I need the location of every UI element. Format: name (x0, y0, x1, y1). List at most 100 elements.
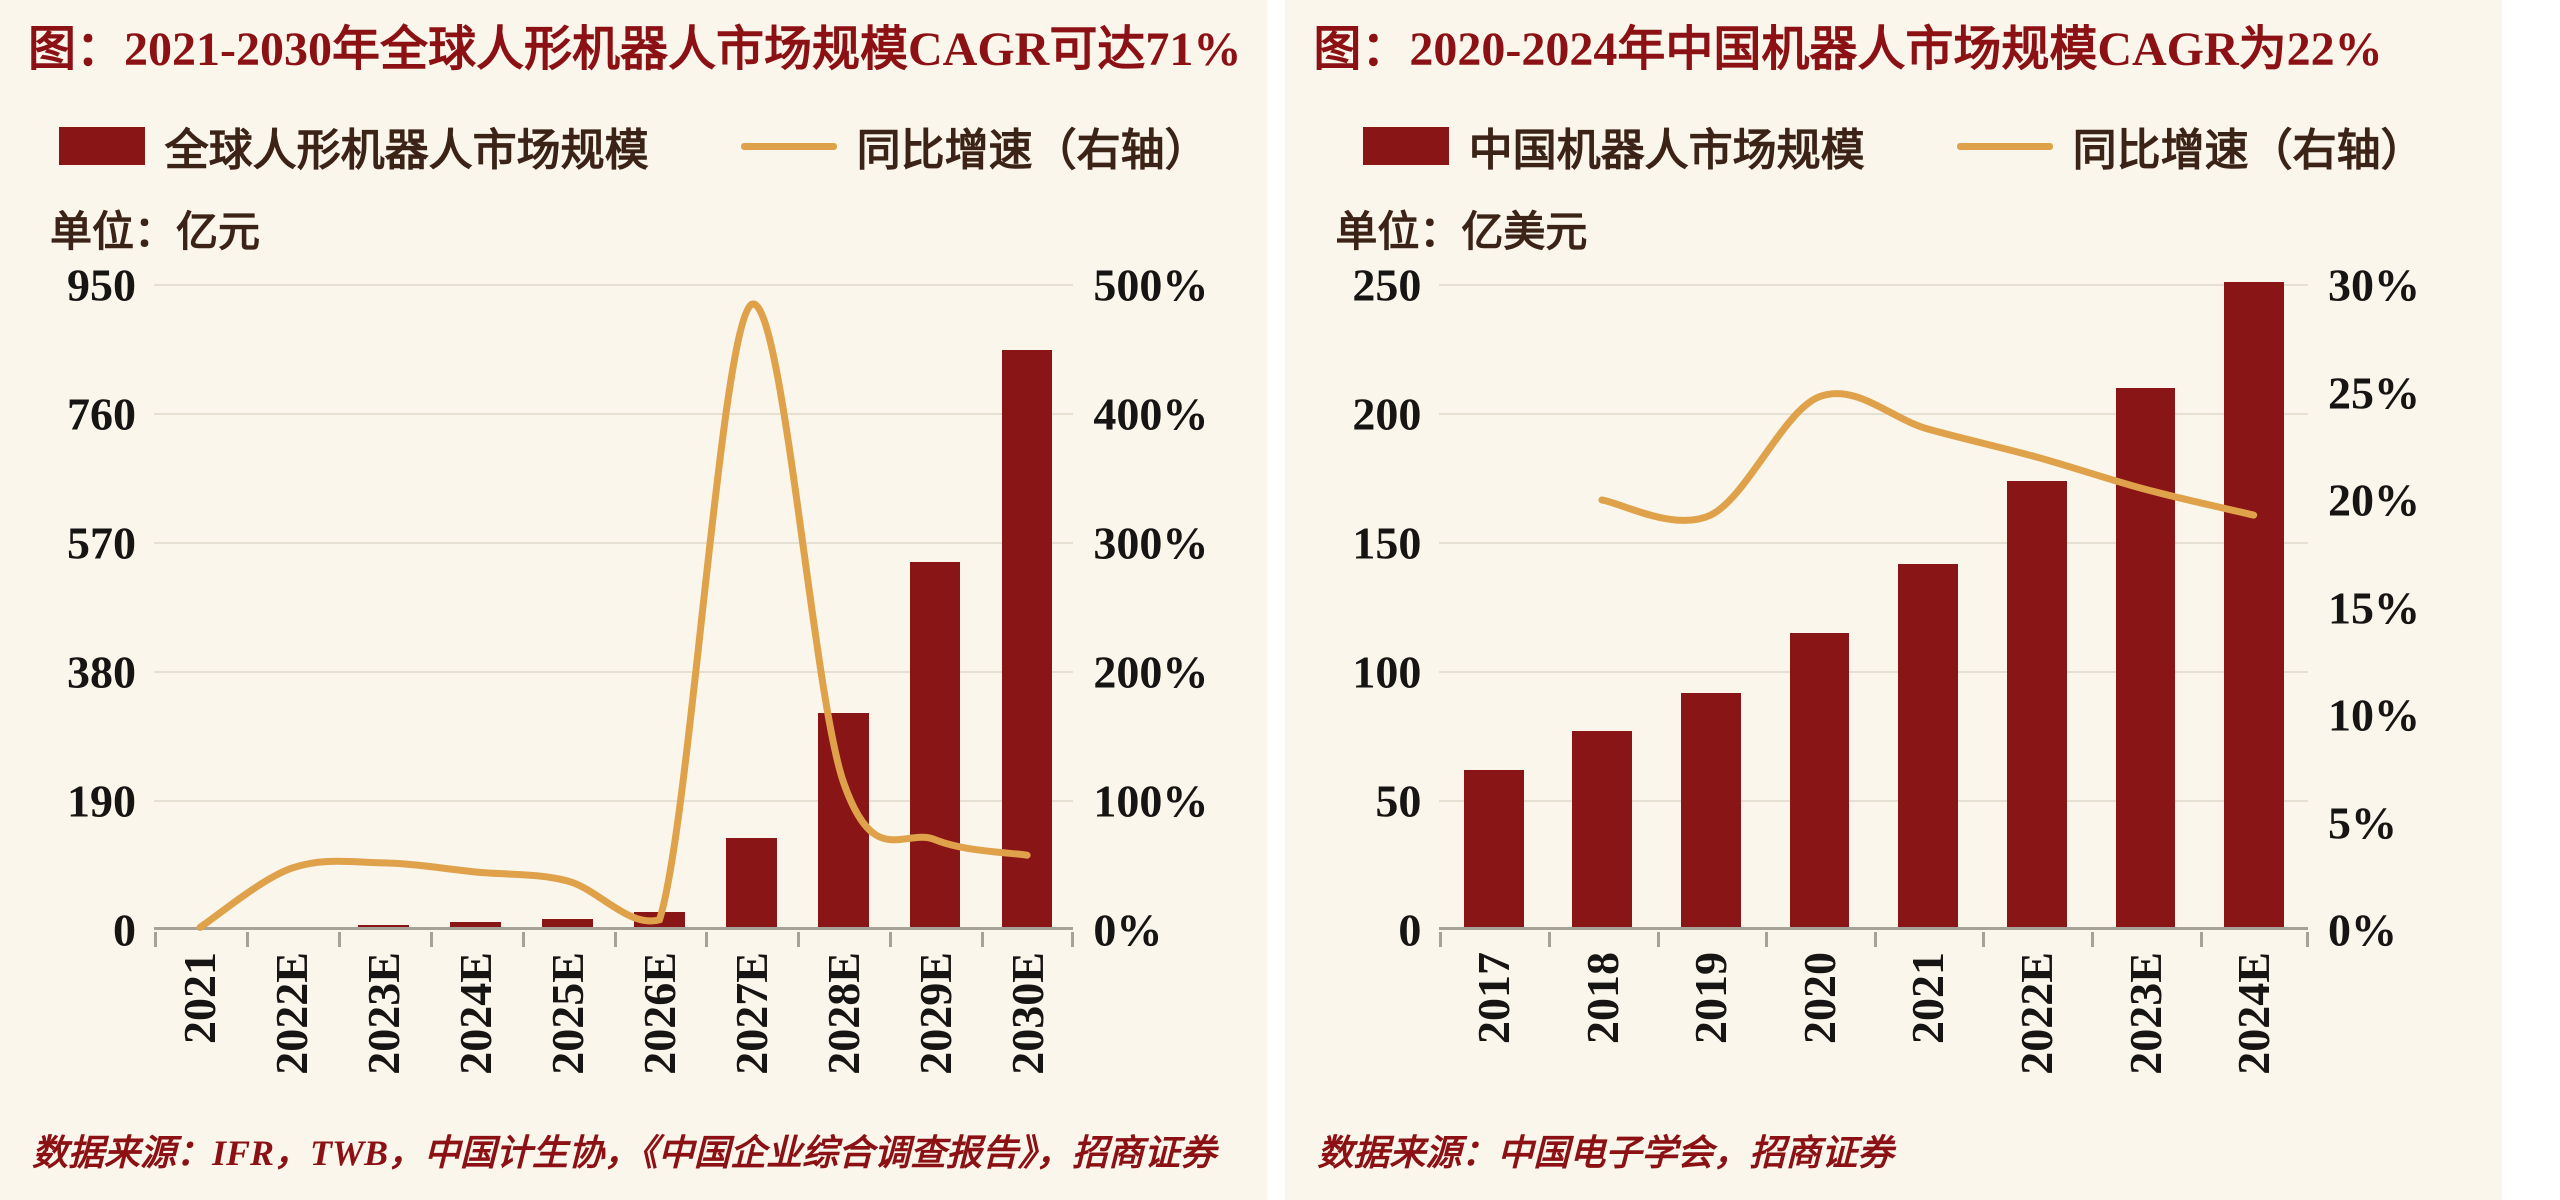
x-axis-label-cell: 2021 (1874, 936, 1983, 1124)
left-axis-tick: 950 (67, 259, 136, 311)
gridline (1439, 800, 2308, 802)
right-axis-tick: 500% (1093, 259, 1209, 311)
x-axis-tick-mark (1071, 932, 1074, 947)
x-axis-labels-row: 2017 2018 2019 2020 2021 2022E 2023E 2024E (1311, 936, 2476, 1124)
left-y-axis: 0 190 380 570 760 950 (26, 260, 154, 956)
x-axis-spacer-left (26, 936, 154, 1124)
bar-2024E (2224, 282, 2284, 930)
x-axis-label-cell: 2030E (981, 936, 1073, 1124)
left-axis-tick: 100 (1352, 646, 1422, 698)
x-axis-tick-mark (1547, 932, 1551, 947)
chart-panel-global-humanoid: 图：2021-2030年全球人形机器人市场规模CAGR可达71% 全球人形机器人… (0, 0, 1268, 1200)
x-axis-track: 2017 2018 2019 2020 2021 2022E 2023E 2024E (1439, 936, 2308, 1124)
x-axis-spacer-left (1311, 936, 1439, 1124)
x-axis-label: 2017 (1468, 952, 1520, 1044)
x-axis-tick-mark (1439, 932, 1443, 947)
unit-label: 单位：亿元 (50, 210, 261, 256)
x-axis-label-cell: 2017 (1439, 936, 1548, 1124)
right-axis-tick: 15% (2328, 582, 2420, 633)
source-note: 数据来源：IFR，TWB，中国计生协，《中国企业综合调查报告》，招商证券 (32, 1133, 1217, 1173)
line-series-swatch-icon (1956, 142, 2053, 150)
legend-item-bar-series: 全球人形机器人市场规模 (58, 114, 649, 178)
bar-2020 (1789, 633, 1850, 930)
unit-label: 单位：亿美元 (1335, 210, 1588, 256)
x-axis-tick-mark (1656, 932, 1660, 947)
x-axis-label-cell: 2022E (246, 936, 338, 1124)
bar-series-swatch-icon (1362, 127, 1449, 165)
x-axis-label-cell: 2026E (614, 936, 706, 1124)
x-axis-label: 2018 (1576, 952, 1628, 1044)
legend: 全球人形机器人市场规模 同比增速（右轴） (26, 114, 1241, 178)
x-axis-label: 2021 (1902, 952, 1954, 1044)
x-axis-spacer-right (1073, 936, 1241, 1124)
x-axis-label-cell: 2022E (1982, 936, 2091, 1124)
gridline (154, 284, 1074, 286)
left-axis-tick: 200 (1352, 388, 1422, 440)
x-axis-tick-mark (889, 932, 893, 947)
legend-label-bar-series: 中国机器人市场规模 (1468, 126, 1865, 175)
x-axis-tick-mark (2306, 932, 2310, 947)
gridline (154, 671, 1074, 673)
x-axis-tick-mark (429, 932, 433, 947)
right-axis-tick: 30% (2328, 259, 2420, 311)
bar-2025E (542, 919, 593, 930)
x-axis-label-cell: 2023E (338, 936, 430, 1124)
x-axis-label: 2028E (818, 952, 870, 1075)
right-axis-tick: 400% (1093, 388, 1209, 440)
x-axis-label: 2024E (2228, 952, 2280, 1075)
legend: 中国机器人市场规模 同比增速（右轴） (1311, 114, 2476, 178)
x-axis-label: 2024E (450, 952, 502, 1075)
growth-line-path (196, 300, 1031, 931)
chart-title: 图：2020-2024年中国机器人市场规模CAGR为22% (1313, 23, 2383, 76)
x-axis-label-cell: 2025E (522, 936, 614, 1124)
growth-line (196, 300, 1031, 931)
source-note: 数据来源：中国电子学会，招商证券 (1317, 1133, 1894, 1173)
right-axis-tick: 10% (2328, 689, 2420, 741)
right-axis-tick: 300% (1093, 517, 1209, 569)
x-axis-tick-mark (981, 932, 985, 947)
x-axis-label: 2026E (634, 952, 686, 1075)
x-axis-label-cell: 2024E (2199, 936, 2308, 1124)
x-axis-baseline (1439, 927, 2308, 930)
growth-line (1598, 390, 2258, 524)
x-axis-tick-mark (2091, 932, 2095, 947)
x-axis-tick-mark (521, 932, 525, 947)
bar-2023E (2115, 388, 2176, 930)
x-axis-label-cell: 2027E (706, 936, 798, 1124)
bar-2027E (726, 838, 777, 930)
left-y-axis: 0 50 100 150 200 250 (1311, 260, 1439, 956)
left-axis-tick: 150 (1352, 517, 1422, 569)
left-axis-tick: 380 (67, 646, 136, 698)
gridline (1439, 284, 2308, 286)
x-axis-tick-mark (154, 932, 157, 947)
x-axis-label: 2022E (266, 952, 318, 1075)
x-axis-label: 2021 (174, 952, 226, 1044)
left-axis-tick: 570 (67, 517, 136, 569)
legend-item-line-series: 同比增速（右轴） (1956, 114, 2425, 178)
x-axis-label-cell: 2020 (1765, 936, 1874, 1124)
x-axis-tick-mark (337, 932, 341, 947)
plot-area (154, 284, 1074, 947)
right-axis-tick: 5% (2328, 797, 2397, 848)
x-axis-label: 2023E (358, 952, 410, 1075)
right-axis-tick: 0% (2328, 904, 2397, 956)
x-axis-track: 2021 2022E 2023E 2024E 2025E 2026E 2027E 2028E 2… (154, 936, 1073, 1124)
x-axis-baseline (154, 927, 1074, 930)
x-axis-labels-row: 2021 2022E 2023E 2024E 2025E 2026E 2027E 2028E 2… (26, 936, 1241, 1124)
x-axis-tick-mark (245, 932, 249, 947)
gridline (154, 800, 1074, 802)
chart-panel-china-robot: 图：2020-2024年中国机器人市场规模CAGR为22% 中国机器人市场规模 … (1285, 0, 2502, 1200)
bar-2029E (909, 562, 961, 930)
x-axis-tick-mark (1982, 932, 1986, 947)
legend-label-line-series: 同比增速（右轴） (2072, 126, 2425, 175)
gridline (154, 413, 1074, 415)
growth-line-path (1598, 390, 2258, 524)
x-axis-label: 2025E (542, 952, 594, 1075)
gridline (1439, 413, 2308, 415)
bar-series-swatch-icon (58, 127, 145, 165)
x-axis-label-cell: 2028E (798, 936, 890, 1124)
right-axis-tick: 25% (2328, 367, 2420, 418)
left-axis-tick: 0 (1398, 904, 1422, 956)
legend-label-line-series: 同比增速（右轴） (856, 126, 1209, 175)
